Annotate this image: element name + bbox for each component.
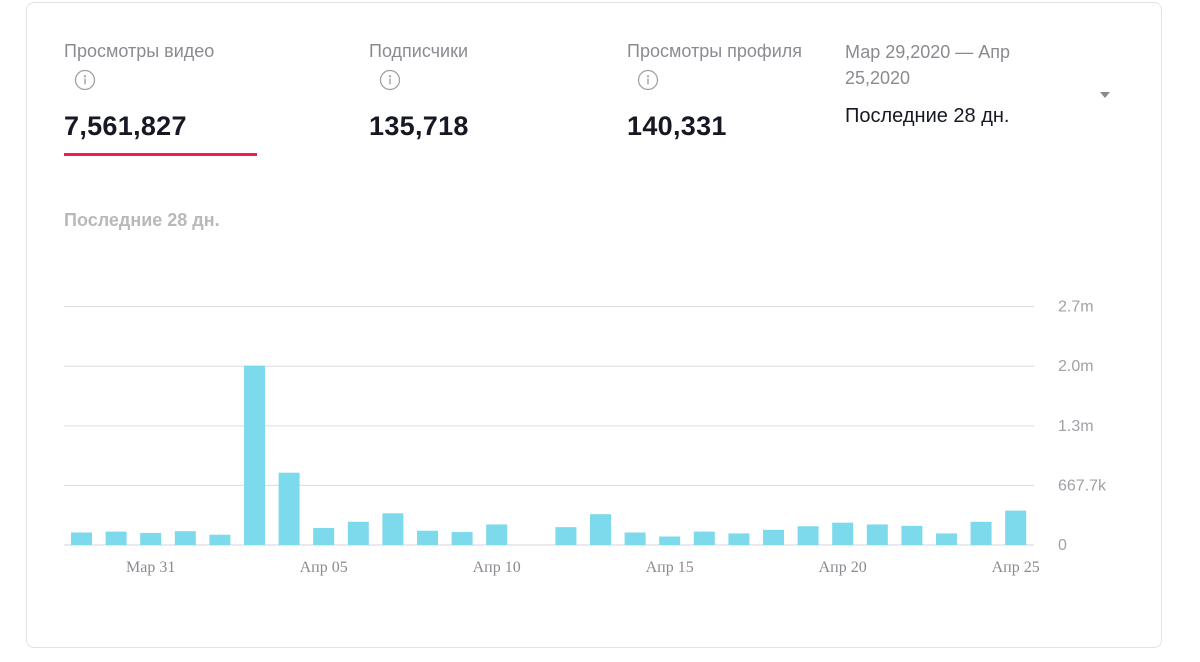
stat-profile-views[interactable]: Просмотры профиля 140,331 (627, 39, 803, 141)
active-tab-underline (64, 153, 257, 156)
bar[interactable] (970, 521, 992, 545)
bar[interactable] (555, 527, 577, 545)
chart-title: Последние 28 дн. (64, 210, 220, 230)
x-tick-label: Мар 31 (126, 559, 175, 576)
x-tick-label: Апр 15 (646, 559, 694, 576)
bar[interactable] (797, 526, 819, 545)
bar[interactable] (313, 528, 335, 545)
stat-label: Подписчики (369, 41, 469, 61)
period-selector-label[interactable]: Последние 28 дн. (845, 105, 1010, 127)
bar[interactable] (590, 514, 611, 545)
stat-video-views[interactable]: Просмотры видео 7,561,827 (64, 39, 215, 141)
bar[interactable] (278, 472, 300, 545)
bar[interactable] (451, 532, 473, 545)
bar[interactable] (866, 524, 888, 545)
bar[interactable] (1005, 510, 1027, 545)
stat-followers[interactable]: Подписчики 135,718 (369, 39, 469, 141)
stat-value: 7,561,827 (64, 111, 187, 141)
bar[interactable] (659, 536, 681, 545)
bar[interactable] (71, 532, 92, 545)
bar[interactable] (417, 530, 438, 545)
bar[interactable] (486, 524, 508, 545)
info-icon[interactable] (379, 69, 401, 91)
bar[interactable] (936, 533, 957, 545)
y-tick-label: 2.0m (1058, 358, 1094, 375)
info-icon[interactable] (74, 69, 96, 91)
bar[interactable] (244, 365, 265, 545)
x-tick-label: Апр 10 (473, 559, 521, 576)
caret-down-icon[interactable] (1100, 92, 1110, 98)
bar[interactable] (728, 533, 750, 545)
y-tick-label: 1.3m (1058, 418, 1094, 435)
x-tick-label: Апр 05 (300, 559, 348, 576)
bar[interactable] (347, 521, 369, 545)
bar[interactable] (693, 531, 715, 545)
bar[interactable] (105, 531, 127, 545)
stat-value: 135,718 (369, 111, 469, 141)
info-icon[interactable] (637, 69, 659, 91)
bar[interactable] (174, 531, 196, 545)
date-range: Мар 29,2020 — Апр 25,2020 (845, 42, 1011, 88)
y-tick-label: 0 (1058, 537, 1067, 554)
x-tick-label: Апр 20 (819, 559, 867, 576)
stat-value: 140,331 (627, 111, 727, 141)
bar[interactable] (624, 532, 646, 545)
stat-label: Просмотры профиля (627, 41, 803, 61)
x-tick-label: Апр 25 (992, 559, 1040, 576)
stat-label: Просмотры видео (64, 41, 215, 61)
bar[interactable] (763, 529, 784, 545)
y-tick-label: 667.7k (1058, 477, 1107, 494)
bar[interactable] (832, 522, 854, 545)
y-tick-label: 2.7m (1058, 299, 1094, 316)
bar[interactable] (901, 525, 923, 545)
bar[interactable] (209, 534, 231, 545)
bar[interactable] (382, 513, 404, 545)
bar[interactable] (140, 532, 162, 545)
